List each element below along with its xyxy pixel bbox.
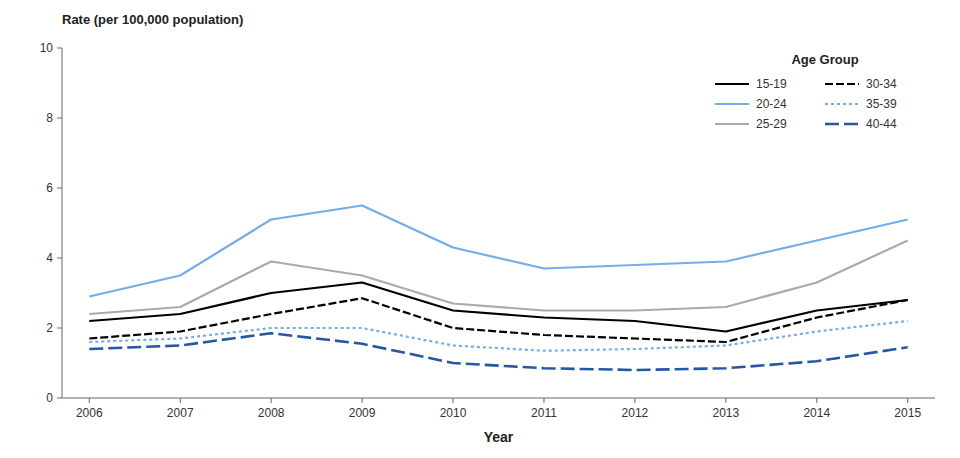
legend-label: 30-34	[866, 77, 897, 91]
y-tick-label: 6	[46, 181, 53, 195]
series-line	[89, 333, 907, 370]
legend-swatch	[715, 103, 749, 105]
x-tick-label: 2008	[258, 406, 285, 420]
x-tick-label: 2010	[440, 406, 467, 420]
y-tick	[57, 258, 62, 259]
legend-swatch	[825, 83, 859, 85]
legend-label: 25-29	[756, 117, 787, 131]
series-line	[89, 321, 907, 351]
x-tick	[271, 398, 272, 403]
x-axis-label: Year	[484, 429, 514, 445]
legend-swatch	[825, 123, 859, 126]
plot-area	[89, 206, 907, 371]
legend-label: 20-24	[756, 97, 787, 111]
series-line	[89, 241, 907, 315]
legend: Age Group 15-19 20-24 25-29 30-34 35-39 40-44	[715, 52, 897, 131]
y-tick	[57, 398, 62, 399]
y-tick	[57, 328, 62, 329]
chart: 0 2 4 6 8 10 2006 2007 2008 2009 2010 2011 2012 2013 2…	[0, 0, 960, 458]
x-tick-label: 2012	[622, 406, 649, 420]
y-tick-label: 10	[40, 41, 54, 55]
x-tick	[816, 398, 817, 403]
x-tick-label: 2014	[803, 406, 830, 420]
x-tick-label: 2015	[894, 406, 921, 420]
x-tick	[907, 398, 908, 403]
legend-label: 15-19	[756, 77, 787, 91]
x-tick	[362, 398, 363, 403]
legend-title: Age Group	[791, 52, 858, 67]
x-tick-label: 2006	[76, 406, 103, 420]
x-tick	[453, 398, 454, 403]
y-tick-label: 4	[46, 251, 53, 265]
x-tick	[89, 398, 90, 403]
x-tick	[543, 398, 544, 403]
x-tick	[634, 398, 635, 403]
x-axis-line	[62, 398, 935, 399]
legend-label: 35-39	[866, 97, 897, 111]
x-tick-label: 2007	[167, 406, 194, 420]
y-axis-line	[62, 48, 63, 398]
x-tick-label: 2013	[712, 406, 739, 420]
y-tick-label: 0	[46, 391, 53, 405]
y-tick	[57, 188, 62, 189]
x-tick	[180, 398, 181, 403]
legend-label: 40-44	[866, 117, 897, 131]
series-line	[89, 206, 907, 297]
y-tick	[57, 118, 62, 119]
legend-swatch	[715, 83, 749, 85]
legend-swatch	[715, 123, 749, 125]
legend-swatch	[825, 103, 859, 105]
x-tick-label: 2011	[531, 406, 557, 420]
x-tick	[725, 398, 726, 403]
y-tick-label: 8	[46, 111, 53, 125]
x-tick-label: 2009	[349, 406, 376, 420]
y-tick	[57, 48, 62, 49]
y-tick-label: 2	[46, 321, 53, 335]
y-axis-label: Rate (per 100,000 population)	[62, 12, 243, 27]
